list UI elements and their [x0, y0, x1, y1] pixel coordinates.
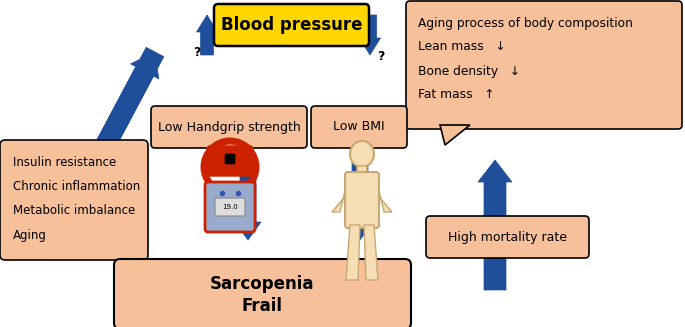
Text: Fat mass   ↑: Fat mass ↑ — [418, 89, 495, 101]
FancyBboxPatch shape — [205, 182, 255, 232]
FancyBboxPatch shape — [225, 154, 235, 164]
FancyBboxPatch shape — [426, 216, 589, 258]
FancyBboxPatch shape — [311, 106, 407, 148]
FancyBboxPatch shape — [114, 259, 411, 327]
Text: High mortality rate: High mortality rate — [448, 231, 567, 244]
Text: Lean mass   ↓: Lean mass ↓ — [418, 41, 506, 54]
Text: Bone density   ↓: Bone density ↓ — [418, 64, 520, 77]
FancyBboxPatch shape — [214, 4, 369, 46]
Polygon shape — [347, 155, 373, 240]
Text: Blood pressure: Blood pressure — [221, 16, 362, 34]
Text: Aging process of body composition: Aging process of body composition — [418, 16, 633, 29]
FancyBboxPatch shape — [151, 106, 307, 148]
FancyBboxPatch shape — [207, 146, 253, 176]
Text: Sarcopenia: Sarcopenia — [210, 275, 314, 293]
FancyBboxPatch shape — [357, 166, 367, 176]
Polygon shape — [440, 125, 470, 145]
Polygon shape — [478, 160, 512, 290]
Ellipse shape — [350, 141, 374, 167]
Text: ?: ? — [193, 46, 201, 60]
Text: ?: ? — [377, 50, 385, 63]
Text: Chronic inflammation: Chronic inflammation — [13, 181, 140, 194]
Polygon shape — [360, 15, 380, 55]
Polygon shape — [332, 178, 348, 212]
Polygon shape — [197, 15, 218, 55]
Polygon shape — [376, 178, 392, 212]
Polygon shape — [46, 52, 159, 245]
Text: Low BMI: Low BMI — [333, 121, 385, 133]
Text: Low Handgrip strength: Low Handgrip strength — [158, 121, 301, 133]
Polygon shape — [51, 47, 164, 240]
Text: Aging: Aging — [13, 229, 47, 242]
Text: Insulin resistance: Insulin resistance — [13, 157, 116, 169]
FancyBboxPatch shape — [345, 172, 379, 228]
FancyBboxPatch shape — [0, 140, 148, 260]
Polygon shape — [346, 225, 360, 280]
FancyBboxPatch shape — [215, 198, 245, 216]
Text: 19.0: 19.0 — [222, 204, 238, 210]
Polygon shape — [364, 225, 378, 280]
FancyBboxPatch shape — [406, 1, 682, 129]
Polygon shape — [235, 155, 261, 240]
Text: Frail: Frail — [242, 297, 283, 315]
Text: Metabolic imbalance: Metabolic imbalance — [13, 204, 135, 217]
